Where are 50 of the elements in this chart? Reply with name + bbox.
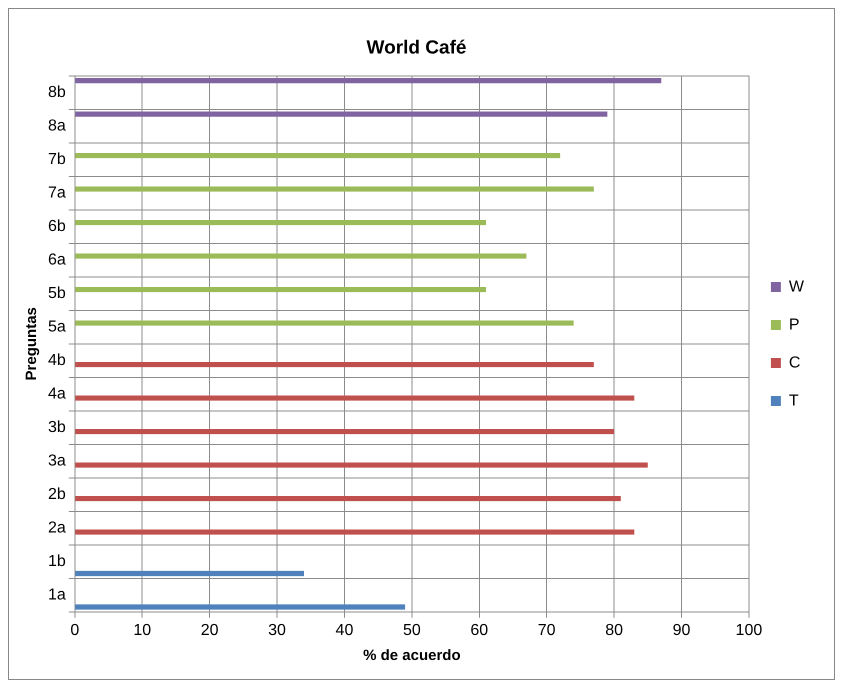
x-tick-label: 50 — [402, 622, 421, 639]
legend-label: T — [788, 392, 799, 410]
y-tick-label: 6b — [48, 218, 66, 235]
bar — [75, 428, 614, 434]
bar — [75, 362, 594, 368]
bar — [75, 570, 304, 576]
y-tick-label: 7b — [48, 150, 66, 168]
bar — [75, 220, 486, 226]
y-tick-label: 3a — [48, 452, 66, 470]
legend-label: C — [788, 354, 800, 372]
x-tick-label: 0 — [70, 622, 80, 639]
bar — [75, 462, 648, 468]
y-tick-label: 4b — [48, 352, 66, 369]
y-tick-label: 2a — [48, 519, 66, 536]
y-tick-label: 3b — [48, 418, 66, 436]
x-tick-label: 90 — [672, 622, 690, 639]
bar — [75, 78, 662, 84]
x-tick-label: 30 — [268, 622, 286, 639]
x-tick-label: 70 — [538, 622, 556, 639]
x-tick-label: 10 — [133, 622, 152, 639]
bar — [75, 496, 621, 502]
x-tick-label: 60 — [470, 622, 488, 639]
bar — [75, 152, 560, 158]
y-axis-title: Preguntas — [23, 307, 40, 380]
y-tick-label: 8a — [48, 117, 66, 134]
legend-label: W — [788, 278, 805, 296]
y-tick-label: 5b — [48, 284, 66, 302]
chart-title: World Café — [366, 38, 466, 59]
x-tick-label: 100 — [736, 622, 762, 639]
bar — [75, 604, 406, 610]
y-tick-label: 6a — [48, 251, 66, 268]
y-tick-label: 7a — [48, 184, 66, 202]
y-tick-label: 2b — [48, 486, 66, 503]
y-tick-label: 5a — [48, 318, 66, 336]
bar — [75, 395, 634, 401]
y-tick-label: 8b — [48, 84, 66, 101]
y-tick-label: 1b — [48, 552, 66, 570]
bar — [75, 112, 608, 117]
bar — [75, 253, 526, 259]
x-axis-title: % de acuerdo — [363, 647, 461, 664]
x-tick-label: 80 — [605, 622, 624, 639]
y-tick-label: 4a — [48, 385, 66, 402]
bar — [75, 529, 634, 535]
y-tick-label: 1a — [48, 586, 66, 604]
bar — [75, 186, 594, 192]
x-tick-label: 40 — [336, 622, 354, 639]
legend-label: P — [788, 316, 800, 334]
x-tick-label: 20 — [200, 622, 219, 639]
bar — [75, 286, 486, 292]
bar — [75, 320, 574, 326]
